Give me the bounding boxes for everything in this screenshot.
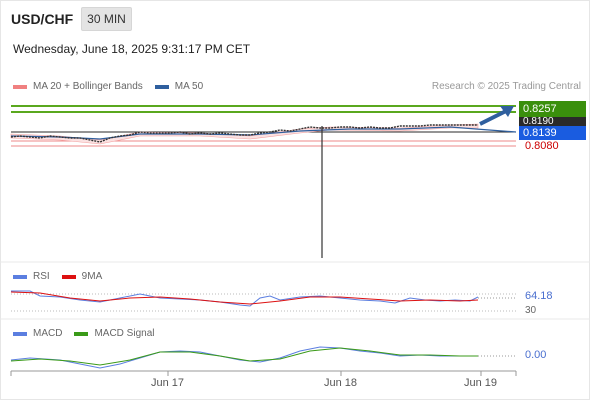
ma50-swatch (154, 84, 169, 89)
credit-label: Research © 2025 Trading Central (431, 81, 581, 92)
rsi-tick-30: 30 (525, 305, 537, 316)
rsi-line (11, 290, 479, 307)
macd-legend: MACD MACD Signal (13, 328, 166, 339)
rsi-legend: RSI 9MA (13, 271, 114, 282)
ma20-label: MA 20 + Bollinger Bands (33, 81, 143, 92)
macd-swatch (13, 331, 27, 336)
rsi-ma-swatch (61, 274, 76, 279)
rsi-swatch (13, 274, 27, 279)
macd-line (10, 346, 478, 369)
timeframe-button[interactable]: 30 MIN (81, 7, 132, 31)
macd-label: MACD (33, 328, 63, 339)
macd-signal-line (10, 347, 478, 366)
main-legend: MA 20 + Bollinger Bands MA 50 (13, 81, 215, 92)
current-price-tag: 0.8139 (519, 126, 586, 140)
x-label-jun17: Jun 17 (151, 377, 185, 389)
datetime-label: Wednesday, June 18, 2025 9:31:17 PM CET (13, 42, 251, 56)
legend-rsi-ma[interactable]: 9MA (61, 271, 103, 282)
legend-macd-signal[interactable]: MACD Signal (74, 328, 154, 339)
rsi-ma-line (10, 291, 479, 305)
macd-panel (10, 346, 516, 369)
level-price-tag: 0.8190 (519, 117, 586, 127)
rsi-value-label: 64.18 (525, 290, 553, 302)
macd-value-label: 0.00 (525, 349, 547, 361)
legend-macd[interactable]: MACD (13, 328, 62, 339)
arrow-head-icon (500, 106, 514, 117)
ma20-swatch (13, 84, 27, 89)
rsi-label: RSI (33, 271, 50, 282)
forecast-arrow (479, 109, 507, 126)
legend-rsi[interactable]: RSI (13, 271, 50, 282)
x-label-jun19: Jun 19 (464, 377, 498, 389)
x-axis (10, 370, 517, 376)
price-line (10, 124, 478, 143)
macd-signal-label: MACD Signal (94, 328, 155, 339)
ma50-label: MA 50 (174, 81, 204, 92)
target-price-tag: 0.8257 (519, 101, 586, 117)
legend-ma50[interactable]: MA 50 (154, 81, 204, 92)
macd-signal-swatch (74, 331, 89, 336)
price-panel (10, 105, 517, 258)
support-price-label: 0.8080 (525, 140, 559, 152)
x-label-jun18: Jun 18 (324, 377, 358, 389)
rsi-panel (10, 290, 516, 312)
legend-ma20[interactable]: MA 20 + Bollinger Bands (13, 81, 143, 92)
rsi-ma-label: 9MA (81, 271, 103, 282)
symbol-title: USD/CHF (11, 11, 74, 27)
